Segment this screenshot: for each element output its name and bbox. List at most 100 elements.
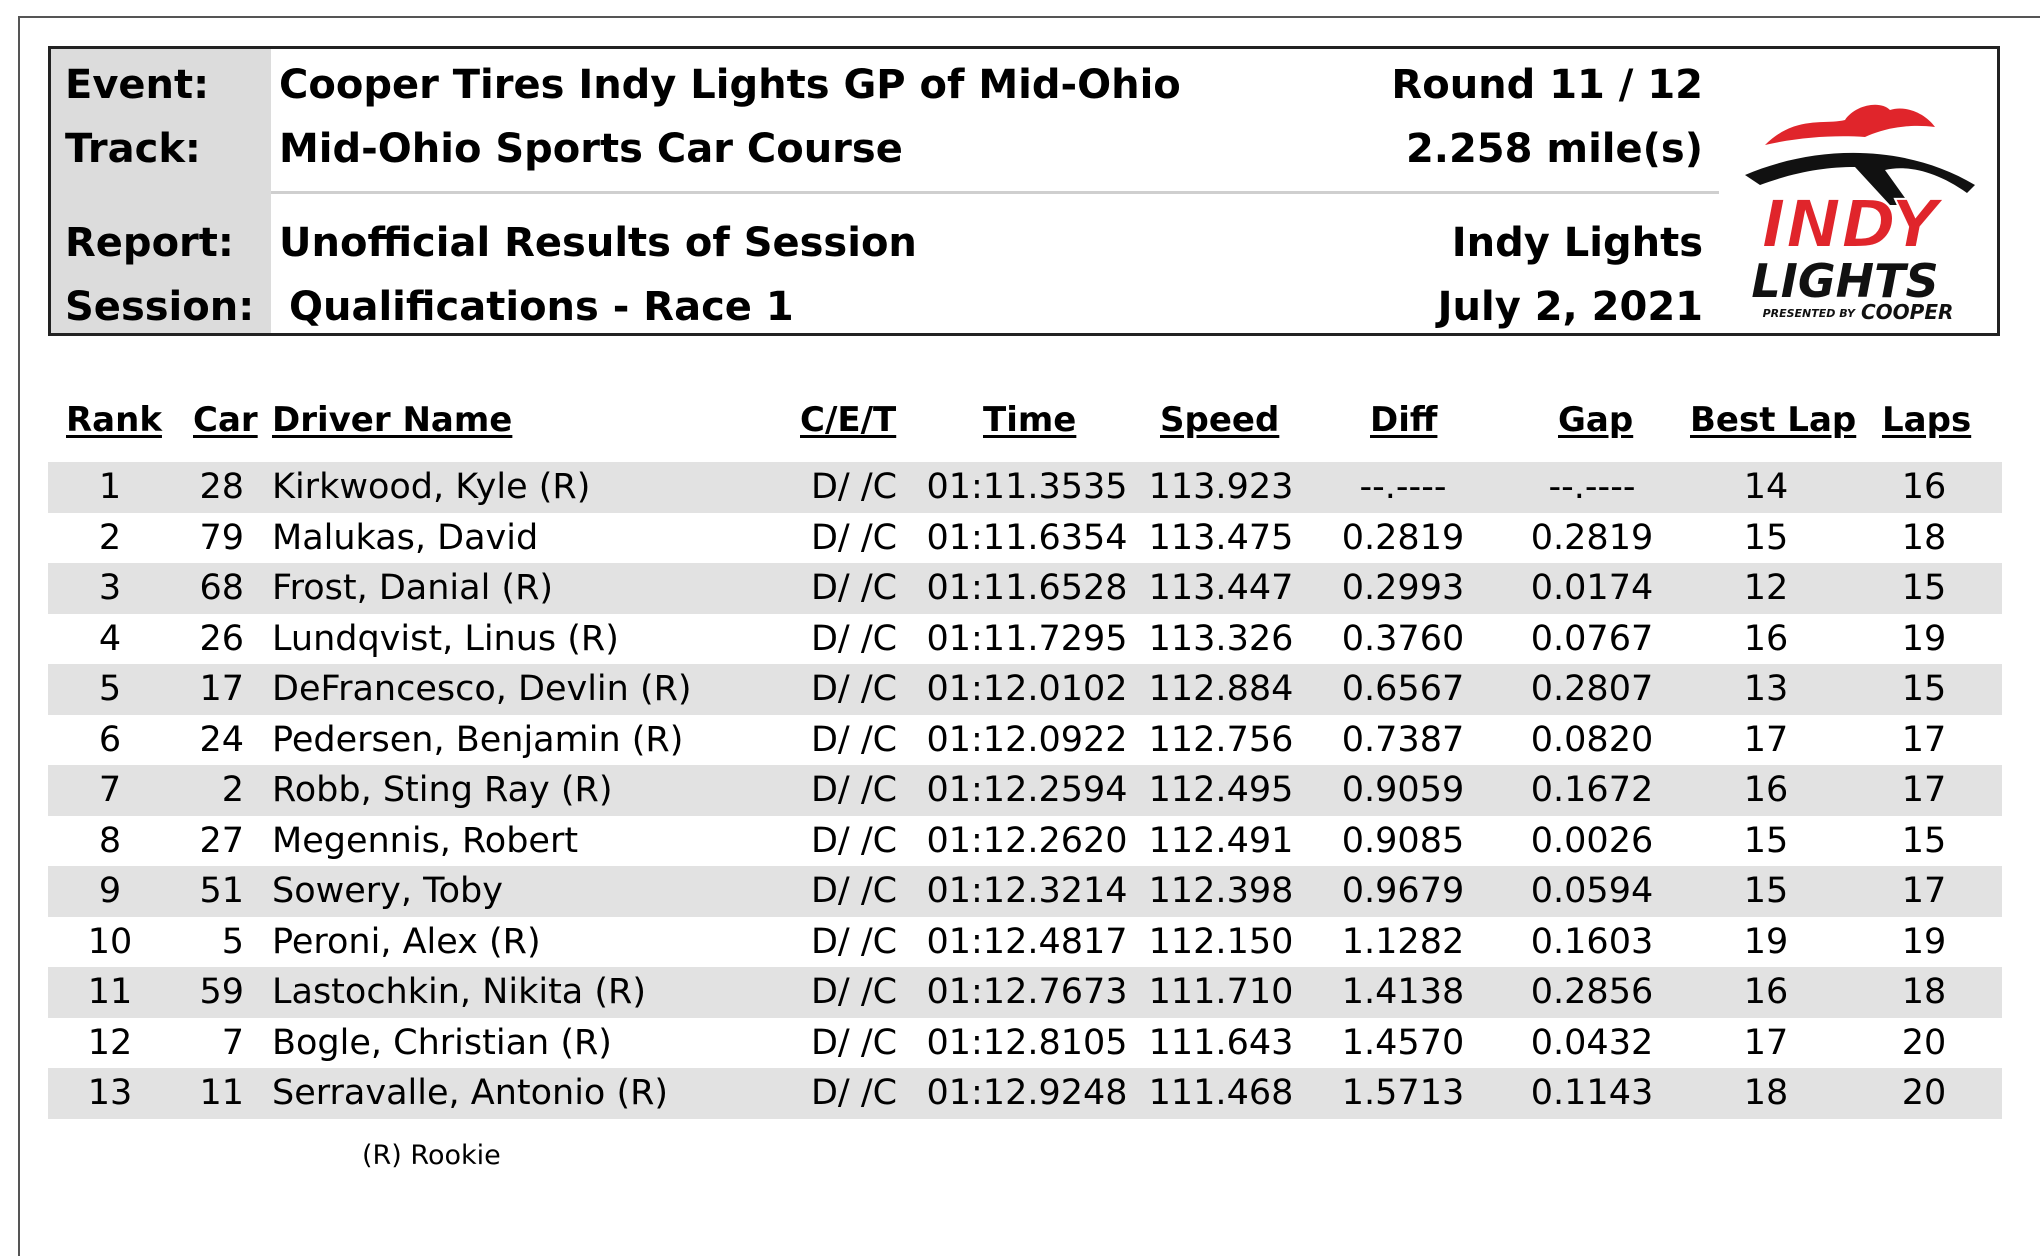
car-cell: 26 (199, 618, 244, 659)
speed-cell: 112.756 (1148, 719, 1294, 760)
time-cell: 01:12.3214 (926, 871, 1128, 911)
session-date: July 2, 2021 (1437, 284, 1703, 330)
table-row: 10 5 Peroni, Alex (R) D/ /C 01:12.4817 112.15… (48, 917, 2002, 968)
laps-cell: 15 (1901, 820, 1947, 861)
cet-cell: D/ /C (810, 669, 898, 709)
rank-cell: 10 (87, 921, 133, 962)
speed-cell: 113.475 (1148, 517, 1294, 558)
laps-cell: 16 (1901, 467, 1947, 507)
car-cell: 51 (199, 871, 244, 911)
speed-cell: 111.643 (1148, 1022, 1294, 1063)
laps-cell: 15 (1901, 568, 1947, 608)
laps-cell: 19 (1901, 618, 1947, 659)
gap-cell: 0.0174 (1530, 568, 1654, 608)
round-info: Round 11 / 12 (1391, 62, 1703, 108)
col-laps: Laps (1882, 400, 1972, 440)
rank-cell: 7 (98, 770, 122, 810)
best-lap-cell: 18 (1743, 1073, 1789, 1113)
table-row: 2 79 Malukas, David D/ /C 01:11.6354 113.475 0… (48, 513, 2002, 564)
table-body: 1 28 Kirkwood, Kyle (R) D/ /C 01:11.3535 113.… (48, 462, 2002, 1119)
col-diff: Diff (1370, 400, 1438, 440)
car-cell: 11 (199, 1073, 244, 1113)
speed-cell: 112.398 (1148, 871, 1294, 911)
driver-cell: Sowery, Toby (272, 871, 503, 911)
speed-cell: 112.884 (1148, 669, 1294, 709)
logo-presented-text: PRESENTED BY (1763, 307, 1856, 320)
diff-cell: 0.9085 (1341, 820, 1465, 861)
laps-cell: 15 (1901, 669, 1947, 709)
cet-cell: D/ /C (810, 921, 898, 962)
session-header: Event: Cooper Tires Indy Lights GP of Mi… (48, 46, 2000, 336)
gap-cell: 0.0594 (1530, 871, 1654, 911)
car-cell: 59 (199, 972, 244, 1012)
col-car: Car (193, 400, 258, 440)
table-row: 3 68 Frost, Danial (R) D/ /C 01:11.6528 113.4… (48, 563, 2002, 614)
diff-cell: 1.4570 (1341, 1022, 1465, 1063)
table-row: 1 28 Kirkwood, Kyle (R) D/ /C 01:11.3535 113.… (48, 462, 2002, 513)
col-gap: Gap (1558, 400, 1634, 440)
gap-cell: 0.0432 (1530, 1022, 1654, 1063)
diff-cell: 0.2819 (1341, 517, 1465, 558)
gap-cell: 0.1603 (1530, 921, 1654, 962)
diff-cell: --.---- (1359, 467, 1447, 507)
header-label-column (51, 49, 271, 333)
time-cell: 01:12.2620 (926, 820, 1128, 861)
event-label: Event: (65, 62, 210, 108)
car-cell: 28 (199, 467, 244, 507)
speed-cell: 113.326 (1148, 618, 1294, 659)
cet-cell: D/ /C (810, 1022, 898, 1063)
best-lap-cell: 13 (1743, 669, 1789, 709)
col-rank: Rank (66, 400, 162, 440)
results-table: Rank Car Driver Name C/E/T Time Speed Di… (48, 392, 2002, 1119)
table-row: 13 11 Serravalle, Antonio (R) D/ /C 01:12.92… (48, 1068, 2002, 1119)
car-cell: 24 (199, 719, 244, 760)
report-name: Unofficial Results of Session (279, 220, 917, 266)
laps-cell: 19 (1901, 921, 1947, 962)
table-row: 4 26 Lundqvist, Linus (R) D/ /C 01:11.7295 11… (48, 614, 2002, 665)
table-row: 7 2 Robb, Sting Ray (R) D/ /C 01:12.2594 112.… (48, 765, 2002, 816)
col-best-lap: Best Lap (1690, 400, 1857, 440)
logo-lights-text: LIGHTS (1751, 254, 1938, 308)
time-cell: 01:12.8105 (926, 1022, 1128, 1063)
speed-cell: 113.923 (1148, 467, 1294, 507)
cet-cell: D/ /C (810, 618, 898, 659)
car-cell: 2 (221, 770, 244, 810)
event-name: Cooper Tires Indy Lights GP of Mid-Ohio (279, 62, 1181, 108)
driver-cell: Malukas, David (272, 517, 539, 558)
rank-cell: 5 (98, 669, 122, 709)
table-row: 6 24 Pedersen, Benjamin (R) D/ /C 01:12.0922… (48, 715, 2002, 766)
best-lap-cell: 12 (1743, 568, 1789, 608)
col-speed: Speed (1160, 400, 1280, 440)
cet-cell: D/ /C (810, 719, 898, 760)
driver-cell: Serravalle, Antonio (R) (272, 1073, 669, 1113)
col-cet: C/E/T (800, 400, 897, 440)
best-lap-cell: 16 (1743, 618, 1789, 659)
time-cell: 01:12.2594 (926, 770, 1128, 810)
table-row: 9 51 Sowery, Toby D/ /C 01:12.3214 112.398 0.9… (48, 866, 2002, 917)
best-lap-cell: 15 (1743, 820, 1789, 861)
speed-cell: 113.447 (1148, 568, 1294, 608)
rank-cell: 13 (87, 1073, 133, 1113)
time-cell: 01:12.9248 (926, 1073, 1128, 1113)
cet-cell: D/ /C (810, 517, 898, 558)
rank-cell: 11 (87, 972, 133, 1012)
driver-cell: Peroni, Alex (R) (272, 921, 541, 962)
best-lap-cell: 17 (1743, 719, 1789, 760)
gap-cell: 0.0026 (1530, 820, 1654, 861)
car-cell: 5 (221, 921, 244, 962)
track-label: Track: (65, 126, 201, 172)
track-distance: 2.258 mile(s) (1405, 126, 1703, 172)
session-label: Session: (65, 284, 255, 330)
cet-cell: D/ /C (810, 568, 898, 608)
laps-cell: 20 (1901, 1073, 1947, 1113)
table-row: 12 7 Bogle, Christian (R) D/ /C 01:12.8105 11… (48, 1018, 2002, 1069)
diff-cell: 1.1282 (1341, 921, 1465, 962)
laps-cell: 20 (1901, 1022, 1947, 1063)
laps-cell: 17 (1901, 770, 1947, 810)
report-label: Report: (65, 220, 234, 266)
driver-cell: Frost, Danial (R) (272, 568, 554, 608)
speed-cell: 112.491 (1148, 820, 1294, 861)
best-lap-cell: 19 (1743, 921, 1789, 962)
time-cell: 01:12.7673 (926, 972, 1128, 1012)
driver-cell: Lundqvist, Linus (R) (272, 618, 619, 659)
